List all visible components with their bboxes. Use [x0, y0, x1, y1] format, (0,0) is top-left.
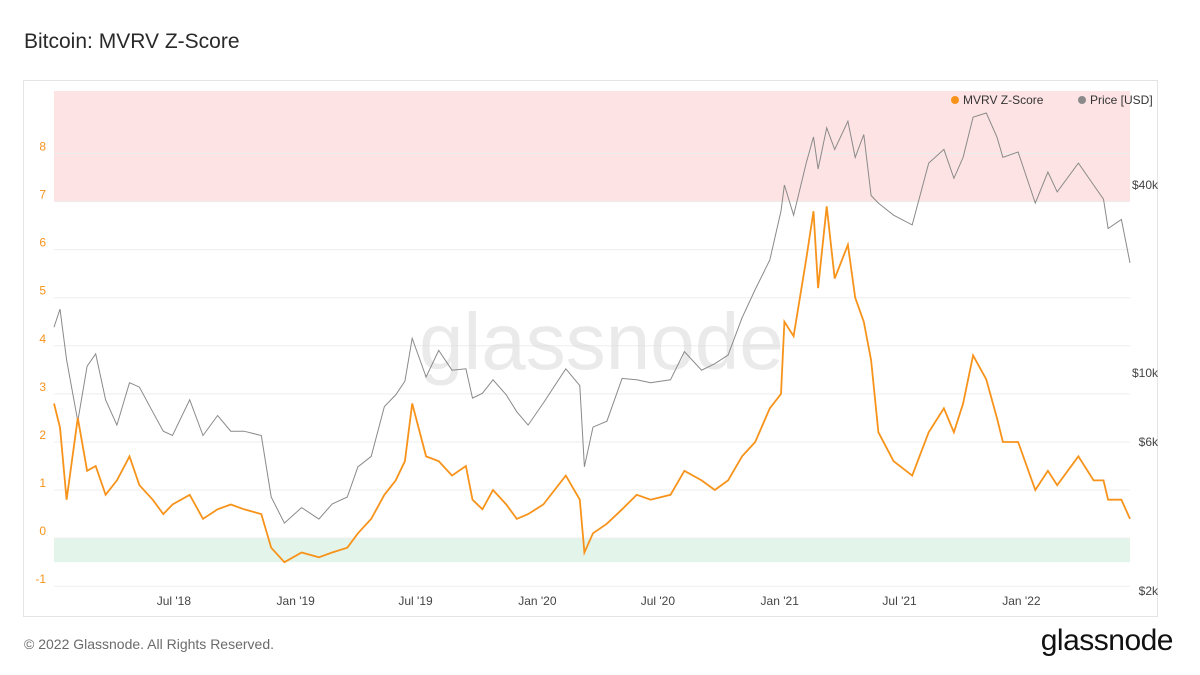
copyright-text: © 2022 Glassnode. All Rights Reserved.	[24, 636, 275, 652]
bottom-band	[54, 538, 1130, 563]
x-tick-label: Jan '19	[277, 594, 316, 608]
y-right-tick-label: $10k	[1132, 366, 1159, 380]
legend-price-marker	[1078, 96, 1086, 104]
watermark: glassnode	[419, 297, 784, 386]
y-left-tick-label: 5	[39, 284, 46, 298]
y-left-tick-label: 3	[39, 380, 46, 394]
x-tick-label: Jul '20	[641, 594, 676, 608]
legend-price-label[interactable]: Price [USD]	[1090, 93, 1153, 107]
price-series-line	[53, 112, 1131, 524]
y-left-tick-label: 0	[39, 524, 46, 538]
legend: MVRV Z-Score Price [USD]	[951, 93, 1153, 107]
brand-logo[interactable]: glassnode	[1040, 624, 1174, 657]
right-axis-ticks: $2k $6k $10k $40k	[1132, 178, 1159, 598]
x-tick-label: Jan '22	[1002, 594, 1041, 608]
mvrv-series-line	[53, 206, 1131, 564]
y-left-tick-label: 1	[39, 476, 46, 490]
chart-panel: glassnode -1 0 1 2 3 4 5 6 7 8 $2k $6k $10k $40k Jul…	[23, 80, 1159, 617]
page-title: Bitcoin: MVRV Z-Score	[24, 30, 240, 53]
y-left-tick-label: 4	[39, 332, 46, 346]
y-left-tick-label: 6	[39, 236, 46, 250]
left-axis-ticks: -1 0 1 2 3 4 5 6 7 8	[35, 140, 46, 587]
x-tick-label: Jul '18	[157, 594, 192, 608]
legend-mvrv-label[interactable]: MVRV Z-Score	[963, 93, 1044, 107]
x-axis-ticks: Jul '18 Jan '19 Jul '19 Jan '20 Jul '20 Jan '…	[157, 594, 1041, 608]
y-right-tick-label: $40k	[1132, 178, 1159, 192]
y-left-tick-label: 2	[39, 428, 46, 442]
y-left-tick-label: 7	[39, 188, 46, 202]
x-tick-label: Jul '19	[398, 594, 433, 608]
grid-lines	[54, 153, 1130, 587]
x-tick-label: Jan '20	[518, 594, 557, 608]
x-tick-label: Jan '21	[761, 594, 800, 608]
y-right-tick-label: $6k	[1139, 435, 1159, 449]
y-left-tick-label: -1	[35, 572, 46, 586]
y-left-tick-label: 8	[39, 140, 46, 154]
y-right-tick-label: $2k	[1139, 584, 1159, 598]
x-tick-label: Jul '21	[882, 594, 917, 608]
threshold-bands	[54, 91, 1130, 563]
top-band	[54, 91, 1130, 202]
chart-canvas: glassnode -1 0 1 2 3 4 5 6 7 8 $2k $6k $10k $40k Jul…	[35, 91, 1159, 608]
legend-mvrv-marker	[951, 96, 959, 104]
